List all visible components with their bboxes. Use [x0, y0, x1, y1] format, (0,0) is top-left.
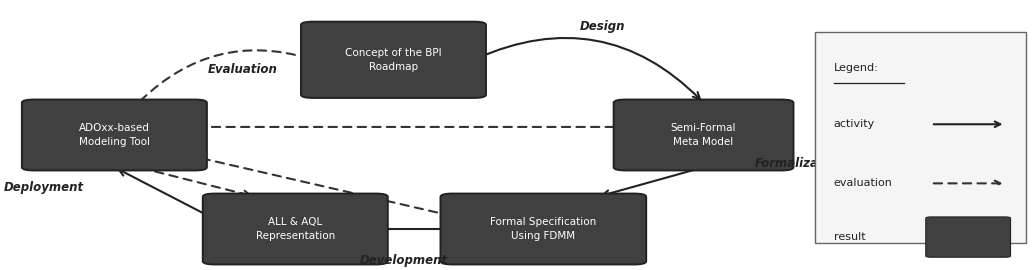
FancyBboxPatch shape: [816, 32, 1026, 243]
FancyArrowPatch shape: [173, 152, 448, 217]
FancyArrowPatch shape: [119, 170, 213, 218]
FancyBboxPatch shape: [301, 22, 486, 98]
Text: Legend:: Legend:: [834, 63, 879, 73]
FancyArrowPatch shape: [934, 181, 1000, 186]
Text: evaluation: evaluation: [834, 178, 892, 188]
Text: activity: activity: [834, 119, 875, 129]
FancyArrowPatch shape: [637, 218, 646, 239]
FancyBboxPatch shape: [614, 100, 794, 170]
FancyArrowPatch shape: [198, 124, 621, 130]
Text: ALL & AQL
Representation: ALL & AQL Representation: [256, 217, 335, 241]
FancyBboxPatch shape: [925, 217, 1010, 257]
FancyArrowPatch shape: [141, 50, 308, 101]
Text: result: result: [834, 232, 865, 242]
FancyArrowPatch shape: [381, 226, 450, 232]
FancyBboxPatch shape: [203, 194, 388, 265]
FancyArrowPatch shape: [602, 168, 701, 197]
Text: Formalization: Formalization: [756, 157, 846, 170]
Text: Development: Development: [360, 254, 448, 266]
Text: Formal Specification
Using FDMM: Formal Specification Using FDMM: [491, 217, 596, 241]
FancyBboxPatch shape: [441, 194, 646, 265]
Text: Design: Design: [580, 20, 625, 33]
FancyArrowPatch shape: [476, 38, 700, 99]
FancyArrowPatch shape: [141, 168, 250, 197]
Text: ADOxx-based
Modeling Tool: ADOxx-based Modeling Tool: [79, 123, 150, 147]
Text: Deployment: Deployment: [4, 181, 84, 194]
Text: Evaluation: Evaluation: [207, 63, 277, 76]
FancyBboxPatch shape: [22, 100, 207, 170]
Text: Concept of the BPI
Roadmap: Concept of the BPI Roadmap: [345, 48, 442, 72]
Text: Semi-Formal
Meta Model: Semi-Formal Meta Model: [671, 123, 736, 147]
FancyArrowPatch shape: [934, 122, 1000, 127]
